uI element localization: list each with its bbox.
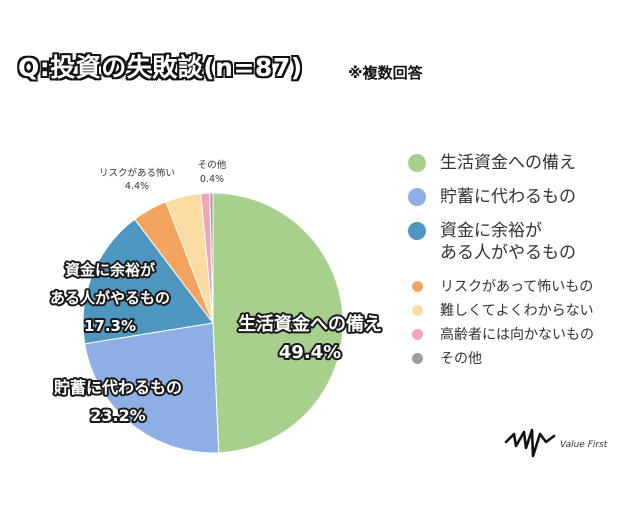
pie-slice xyxy=(212,192,344,454)
legend-item: 生活資金への備え xyxy=(408,152,638,174)
legend-swatch xyxy=(408,154,426,172)
legend: 生活資金への備え 貯蓄に代わるもの資金に余裕が ある人がやるものリスクがあって怖い… xyxy=(408,152,638,372)
legend-label: 生活資金への備え xyxy=(440,153,576,173)
legend-swatch xyxy=(412,353,423,364)
brand-name: Value First xyxy=(560,440,608,450)
slice-label-value: 49.4% xyxy=(279,342,341,363)
legend-label: 高齢者には向かないもの xyxy=(440,327,594,343)
legend-swatch xyxy=(408,222,426,240)
slice-label-name: 生活資金への備え xyxy=(238,313,382,335)
legend-label: 貯蓄に代わるもの xyxy=(440,187,576,207)
slice-label-name: リスクがある怖い xyxy=(99,167,175,179)
slice-label-name: その他 xyxy=(198,159,227,171)
legend-item: 難しくてよくわからない xyxy=(408,300,638,322)
legend-swatch xyxy=(412,329,423,340)
legend-item: 資金に余裕が ある人がやるもの xyxy=(408,220,638,264)
slice-label-name: 資金に余裕が xyxy=(65,261,156,279)
legend-swatch xyxy=(408,188,426,206)
slice-label-value: 17.3% xyxy=(84,317,136,335)
multiple-answer-note: ※複数回答 xyxy=(348,64,423,82)
pie-slice xyxy=(209,192,214,324)
chart-title: Q:投資の失敗談(n=87) xyxy=(18,53,303,82)
slice-label-name: 貯蓄に代わるもの xyxy=(54,378,182,397)
legend-item: リスクがあって怖いもの xyxy=(408,276,638,298)
legend-swatch xyxy=(412,305,423,316)
legend-item: 貯蓄に代わるもの xyxy=(408,186,638,208)
slice-label-value: 23.2% xyxy=(90,406,146,425)
slice-label-value: 4.4% xyxy=(125,181,149,192)
legend-swatch xyxy=(412,281,423,292)
legend-label: リスクがあって怖いもの xyxy=(440,279,594,295)
legend-item: 高齢者には向かないもの xyxy=(408,324,638,346)
value-first-logo xyxy=(504,428,556,458)
legend-label: その他 xyxy=(440,351,482,367)
slice-label-value: 0.4% xyxy=(200,174,224,185)
pie-slice xyxy=(84,322,220,454)
legend-label: 難しくてよくわからない xyxy=(440,303,594,319)
pie-slice xyxy=(82,218,214,345)
legend-item: その他 xyxy=(408,348,638,370)
legend-label: 資金に余裕が ある人がやるもの xyxy=(440,221,576,263)
slice-label-name: ある人がやるもの xyxy=(50,289,170,307)
